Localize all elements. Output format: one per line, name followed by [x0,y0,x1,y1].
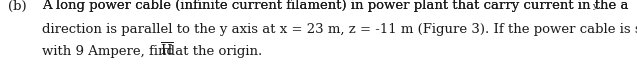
Text: A long power cable (infinite current filament) in power plant that carry current: A long power cable (infinite current fil… [42,0,629,12]
Text: direction is parallel to the y axis at x = 23 m, z = -11 m (Figure 3). If the po: direction is parallel to the y axis at x… [42,22,637,35]
Text: at the origin.: at the origin. [171,45,262,59]
Text: (b): (b) [8,0,27,12]
Text: y: y [592,2,597,10]
Text: $\overline{\mathrm{H}}$: $\overline{\mathrm{H}}$ [160,42,173,59]
Text: with 9 Ampere, find: with 9 Ampere, find [42,45,179,59]
Text: A long power cable (infinite current filament) in power plant that carry current: A long power cable (infinite current fil… [42,0,629,12]
